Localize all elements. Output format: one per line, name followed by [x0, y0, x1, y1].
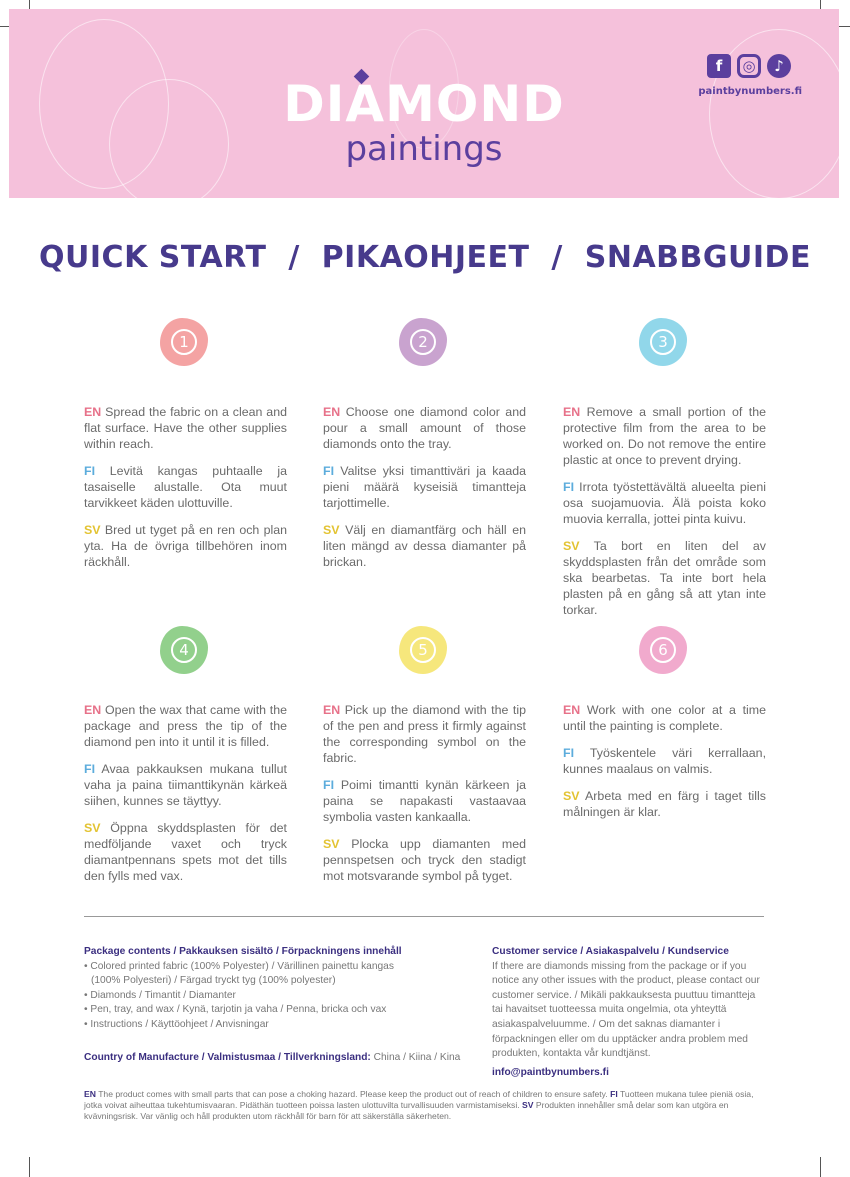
lang-tag: EN [563, 405, 581, 419]
step-text-en: EN Open the wax that came with the packa… [84, 703, 287, 749]
step-text-sv: SV Öppna skyddsplasten för det medföljan… [84, 821, 287, 883]
safety-warning: EN The product comes with small parts th… [84, 1089, 754, 1121]
step-text-sv: SV Plocka upp diamanten med pennspetsen … [323, 837, 526, 883]
lang-tag: SV [84, 821, 101, 835]
step-text-fi: FI Levitä kangas puhtaalle ja tasaiselle… [84, 464, 287, 510]
logo-text: DIAMOND [283, 75, 565, 133]
lang-tag: FI [84, 464, 96, 478]
package-contents: Package contents / Pakkauksen sisältö / … [84, 945, 474, 1065]
step-text-fi: FI Työskentele väri kerrallaan, kunnes m… [563, 746, 767, 776]
customer-service: Customer service / Asiakaspalvelu / Kund… [492, 945, 767, 1080]
step-5: EN Pick up the diamond with the tip of t… [323, 702, 526, 895]
lang-tag: SV [563, 789, 580, 803]
package-item: • Instructions / Käyttöohjeet / Anvisnin… [84, 1018, 269, 1030]
step-text-en: EN Spread the fabric on a clean and flat… [84, 405, 287, 451]
lang-tag: EN [563, 703, 581, 717]
step-number: 4 [171, 637, 197, 663]
step-number-badge: 1 [160, 318, 208, 366]
step-number: 5 [410, 637, 436, 663]
step-text-fi: FI Avaa pakkauksen mukana tullut vaha ja… [84, 762, 287, 808]
step-text-fi: FI Irrota työstettävältä alueelta pieni … [563, 480, 766, 526]
lang-tag: FI [563, 746, 575, 760]
step-text-fi: FI Valitse yksi timanttiväri ja kaada pi… [323, 464, 526, 510]
step-number-badge: 4 [160, 626, 208, 674]
step-4: EN Open the wax that came with the packa… [84, 702, 287, 895]
flower-outline [109, 79, 229, 198]
flower-outline [389, 29, 459, 149]
step-text-en: EN Work with one color at a time until t… [563, 703, 766, 733]
lang-tag: SV [563, 539, 580, 553]
step-text-en: EN Remove a small portion of the protect… [563, 405, 766, 467]
service-text: If there are diamonds missing from the p… [492, 960, 760, 1060]
crop-mark [830, 26, 850, 27]
lang-tag: FI [323, 778, 335, 792]
crop-mark [29, 1157, 30, 1177]
service-heading: Customer service / Asiakaspalvelu / Kund… [492, 946, 729, 957]
lang-tag: EN [323, 405, 341, 419]
step-1: EN Spread the fabric on a clean and flat… [84, 404, 287, 581]
step-number-badge: 2 [399, 318, 447, 366]
header-banner: DIAMOND paintings f ◎ ♪ paintbynumbers.f… [9, 9, 839, 198]
lang-tag: FI [84, 762, 96, 776]
package-heading: Package contents / Pakkauksen sisältö / … [84, 946, 402, 957]
step-text-sv: SV Välj en diamantfärg och häll en liten… [323, 523, 526, 569]
website-link[interactable]: paintbynumbers.fi [698, 86, 802, 97]
step-2: EN Choose one diamond color and pour a s… [323, 404, 526, 581]
lang-tag: SV [323, 837, 340, 851]
lang-tag: SV [84, 523, 101, 537]
tiktok-icon[interactable]: ♪ [767, 54, 791, 78]
lang-tag: EN [84, 405, 102, 419]
service-email[interactable]: info@paintbynumbers.fi [492, 1066, 609, 1078]
step-text-sv: SV Ta bort en liten del av skyddsplasten… [563, 539, 766, 617]
package-item: • Diamonds / Timantit / Diamanter [84, 989, 236, 1001]
step-text-en: EN Choose one diamond color and pour a s… [323, 405, 526, 451]
page-title: QUICK START / PIKAOHJEET / SNABBGUIDE [39, 240, 811, 275]
step-text-fi: FI Poimi timantti kynän kärkeen ja paina… [323, 778, 526, 824]
lang-tag: FI [563, 480, 575, 494]
step-number: 6 [650, 637, 676, 663]
package-item: • Pen, tray, and wax / Kynä, tarjotin ja… [84, 1004, 387, 1016]
step-3: EN Remove a small portion of the protect… [563, 404, 766, 629]
step-number: 3 [650, 329, 676, 355]
social-icons: f ◎ ♪ [707, 54, 791, 78]
step-number-badge: 6 [639, 626, 687, 674]
divider [84, 916, 764, 917]
step-6: EN Work with one color at a time until t… [563, 702, 766, 831]
facebook-icon[interactable]: f [707, 54, 731, 78]
lang-tag: EN [84, 703, 102, 717]
step-number-badge: 5 [399, 626, 447, 674]
step-text-sv: SV Arbeta med en färg i taget tills måln… [563, 789, 767, 819]
lang-tag: FI [323, 464, 335, 478]
step-text-sv: SV Bred ut tyget på en ren och plan yta.… [84, 523, 287, 569]
step-text-en: EN Pick up the diamond with the tip of t… [323, 703, 526, 765]
flower-outline [709, 29, 839, 198]
step-number: 1 [171, 329, 197, 355]
lang-tag: EN [323, 703, 341, 717]
country-of-manufacture: Country of Manufacture / Valmistusmaa / … [84, 1051, 461, 1063]
instagram-icon[interactable]: ◎ [737, 54, 761, 78]
crop-mark [820, 1157, 821, 1177]
package-item: • Colored printed fabric (100% Polyester… [84, 960, 394, 987]
lang-tag: SV [323, 523, 340, 537]
step-number-badge: 3 [639, 318, 687, 366]
step-number: 2 [410, 329, 436, 355]
logo-subtext: paintings [345, 129, 503, 169]
